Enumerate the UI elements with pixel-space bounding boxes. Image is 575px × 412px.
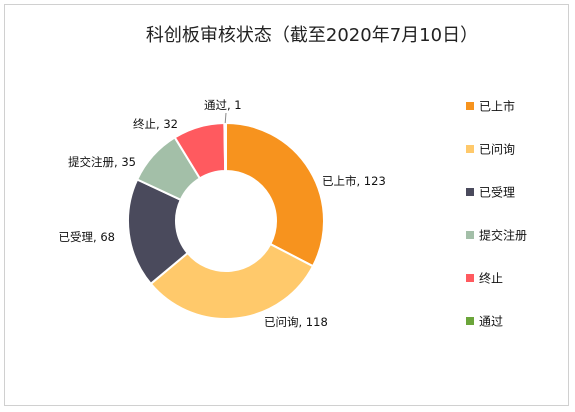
legend-label-4: 提交注册 <box>479 228 527 243</box>
chart-title: 科创板审核状态（截至2020年7月10日） <box>146 25 478 46</box>
data-label-5: 终止, 32 <box>133 117 178 131</box>
legend-swatch-1 <box>466 102 474 110</box>
legend-swatch-4 <box>466 231 474 239</box>
data-label-2: 已问询, 118 <box>264 315 328 329</box>
data-label-4: 提交注册, 35 <box>68 155 136 169</box>
leader-lines-layer <box>224 112 227 124</box>
legend-swatch-2 <box>466 145 474 153</box>
legend-label-6: 通过 <box>479 315 503 329</box>
donut-slice-2 <box>149 242 315 320</box>
donut-slice-6 <box>223 121 227 173</box>
legend-swatch-6 <box>466 317 474 325</box>
data-labels-layer: 已上市, 123 已问询, 118 已受理, 68 提交注册, 35 终止, 32 通过,… <box>59 98 386 329</box>
legend-label-1: 已上市 <box>479 99 515 114</box>
legend-label-5: 终止 <box>479 271 503 286</box>
legend-swatch-5 <box>466 274 474 282</box>
data-label-3: 已受理, 68 <box>59 230 115 244</box>
legend-label-2: 已问询 <box>479 143 515 157</box>
slices-layer <box>127 121 325 320</box>
donut-slice-1 <box>225 121 325 268</box>
legend-label-3: 已受理 <box>479 186 515 200</box>
legend-swatch-3 <box>466 188 474 196</box>
leader-line-6 <box>224 112 227 124</box>
data-label-6: 通过, 1 <box>204 98 242 112</box>
data-label-1: 已上市, 123 <box>322 174 386 188</box>
